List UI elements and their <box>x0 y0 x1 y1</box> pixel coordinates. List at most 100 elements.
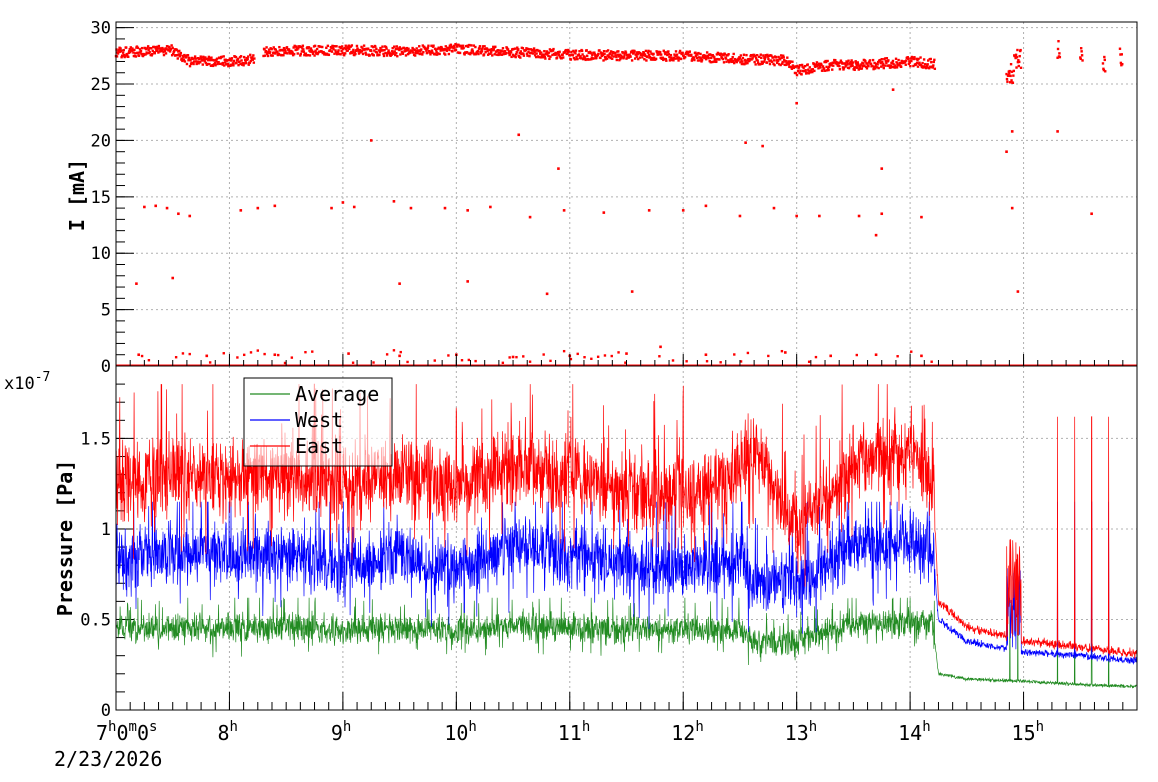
current-point <box>549 55 552 58</box>
current-point <box>541 56 544 59</box>
current-point <box>719 52 723 56</box>
current-point <box>534 49 537 52</box>
current-point <box>142 53 146 57</box>
current-point <box>313 44 317 48</box>
current-point <box>125 46 128 49</box>
current-point <box>722 53 725 57</box>
current-outlier <box>171 276 175 280</box>
current-point <box>759 63 762 66</box>
current-point <box>284 51 288 55</box>
current-point <box>567 50 571 53</box>
x-tick-label: 15h <box>1012 719 1045 745</box>
current-outlier <box>772 206 776 210</box>
current-outlier <box>1005 150 1008 154</box>
current-point <box>656 53 659 56</box>
current-point <box>729 59 733 62</box>
current-outlier <box>273 204 277 208</box>
current-point <box>740 62 744 66</box>
current-point <box>865 67 869 70</box>
current-point <box>696 53 699 56</box>
current-point <box>185 56 188 59</box>
current-point <box>129 50 132 54</box>
current-point <box>738 56 742 60</box>
current-point <box>208 58 212 62</box>
current-low-point <box>542 353 545 356</box>
current-point <box>400 50 404 54</box>
current-point <box>739 61 742 64</box>
current-point <box>743 62 746 66</box>
current-point <box>210 56 213 59</box>
current-point <box>732 52 735 56</box>
current-low-point <box>406 360 409 364</box>
current-point <box>895 66 899 69</box>
current-point <box>1015 56 1019 59</box>
current-point <box>574 49 578 52</box>
current-point <box>851 61 855 64</box>
current-point <box>585 49 588 52</box>
current-point <box>772 62 775 66</box>
current-point <box>575 55 578 59</box>
current-low-point <box>474 359 477 363</box>
current-point <box>189 59 192 62</box>
current-point <box>252 54 255 57</box>
current-point <box>615 58 619 62</box>
current-low-point <box>290 356 294 359</box>
current-point <box>243 62 246 65</box>
current-point <box>1014 53 1018 56</box>
current-point <box>240 63 244 66</box>
current-point <box>857 68 860 71</box>
current-point <box>527 50 530 54</box>
current-point <box>767 57 770 61</box>
current-point <box>909 57 913 60</box>
current-point <box>863 64 866 67</box>
current-point <box>842 67 846 70</box>
current-point <box>372 54 376 57</box>
current-low-point <box>222 352 225 355</box>
current-point <box>1102 67 1105 71</box>
current-point <box>662 49 665 52</box>
current-point <box>395 45 398 48</box>
current-outlier <box>647 209 651 212</box>
current-point <box>121 54 124 57</box>
current-point <box>1019 48 1022 52</box>
current-point <box>418 45 421 48</box>
current-point <box>932 60 936 64</box>
current-point <box>329 49 332 52</box>
current-outlier <box>177 212 180 216</box>
current-point <box>849 61 853 64</box>
current-outlier <box>154 204 158 208</box>
current-point <box>589 50 592 54</box>
current-point <box>364 51 367 54</box>
current-point <box>748 58 752 61</box>
current-point <box>919 63 923 67</box>
current-point <box>548 57 551 61</box>
current-point <box>433 47 437 50</box>
current-axis-label: I [mA] <box>65 159 89 231</box>
current-point <box>832 64 835 67</box>
current-point <box>703 54 707 58</box>
current-point <box>154 45 157 49</box>
current-point <box>531 52 535 55</box>
current-point <box>521 47 525 50</box>
current-point <box>514 47 517 50</box>
current-point <box>641 53 645 57</box>
current-point <box>484 50 487 54</box>
current-point <box>595 56 598 60</box>
current-point <box>780 56 783 60</box>
current-point <box>623 54 626 57</box>
current-point <box>404 49 407 53</box>
current-point <box>150 47 153 50</box>
current-point <box>204 61 208 65</box>
current-point <box>929 57 932 61</box>
current-point <box>805 71 808 74</box>
current-point <box>115 48 118 51</box>
current-point <box>783 63 786 67</box>
current-point <box>209 64 213 67</box>
current-point <box>178 55 182 58</box>
current-point <box>385 47 388 50</box>
current-point <box>925 65 928 68</box>
current-point <box>851 64 854 68</box>
multiplier-base: x10 <box>4 374 35 394</box>
current-point <box>249 59 252 63</box>
current-ytick-label: 5 <box>101 301 111 321</box>
